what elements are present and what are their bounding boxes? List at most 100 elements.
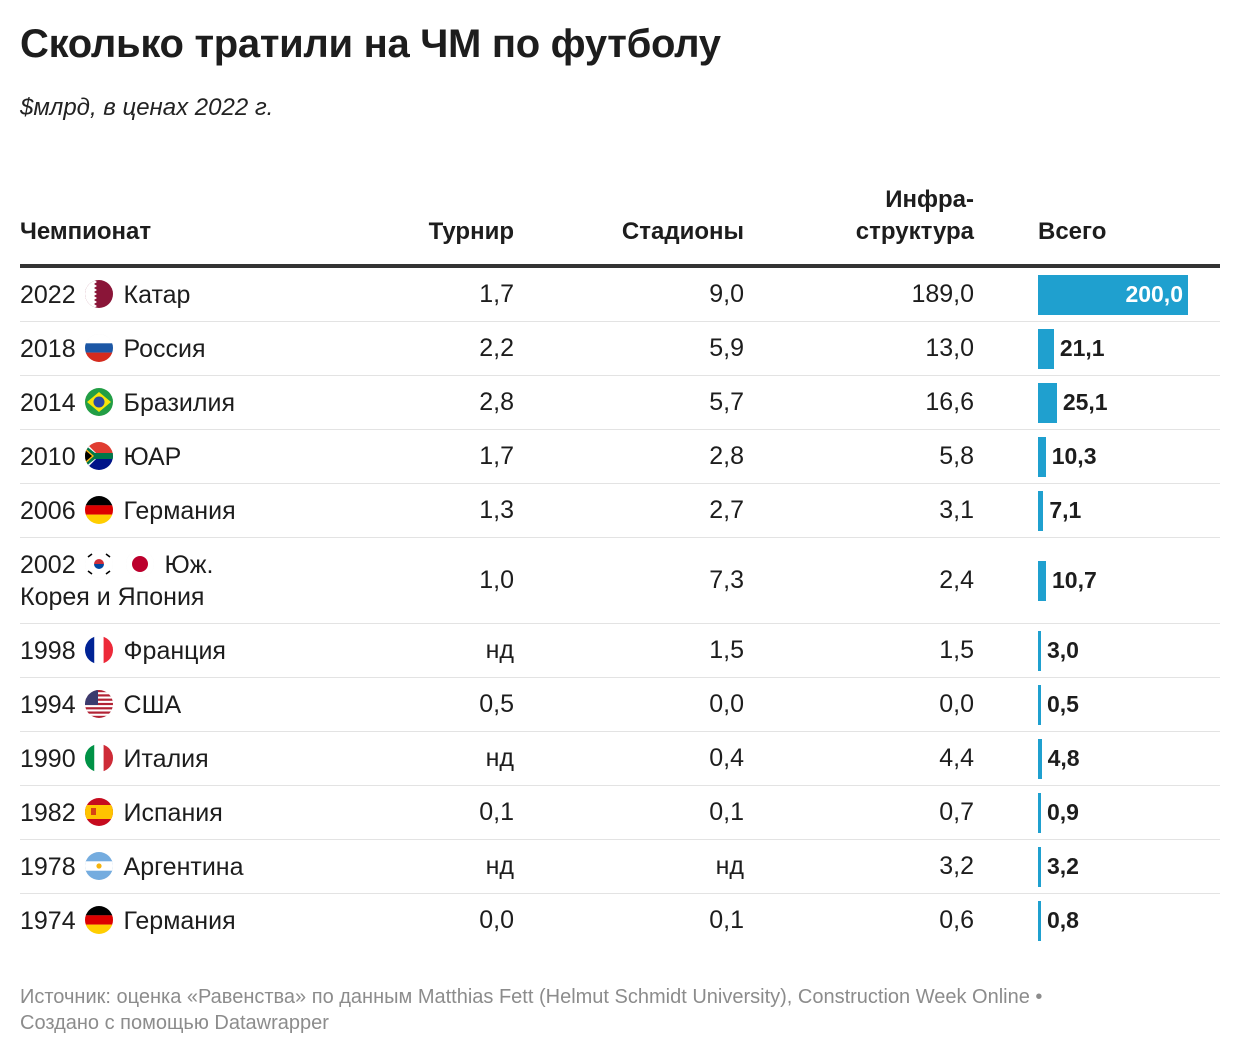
table-row: 2018 Россия 2,2 5,9 13,0 21,1 bbox=[20, 322, 1220, 376]
infrastructure-cost: 3,2 bbox=[939, 852, 974, 880]
source-note: Источник: оценка «Равенства» по данным M… bbox=[20, 986, 1043, 1008]
year: 2022 bbox=[20, 280, 76, 309]
credit-note: Создано с помощью Datawrapper bbox=[20, 1012, 329, 1034]
table-row: 2006 Германия 1,3 2,7 3,1 7,1 bbox=[20, 484, 1220, 538]
stadiums-cost: 2,7 bbox=[709, 496, 744, 524]
year: 2002 bbox=[20, 550, 76, 579]
stadiums-cost: 9,0 bbox=[709, 280, 744, 308]
infrastructure-cost: 4,4 bbox=[939, 744, 974, 772]
total-cell: 25,1 bbox=[1038, 376, 1220, 429]
year: 1982 bbox=[20, 798, 76, 827]
germany-flag-icon bbox=[84, 905, 113, 934]
table-header: Чемпионат Турнир Стадионы Инфра- структу… bbox=[20, 180, 1220, 268]
stadiums-cost: 0,4 bbox=[709, 744, 744, 772]
tournament-cost: 0,1 bbox=[479, 798, 514, 826]
stadiums-cost: 1,5 bbox=[709, 636, 744, 664]
header-championship: Чемпионат bbox=[20, 218, 152, 245]
total-bar bbox=[1038, 900, 1041, 941]
total-cell: 21,1 bbox=[1038, 322, 1220, 375]
total-value: 4,8 bbox=[1047, 745, 1080, 771]
championship-label: 1990 Италия bbox=[20, 743, 209, 775]
header-total: Всего bbox=[1038, 218, 1107, 245]
table-row: 1982 Испания 0,1 0,1 0,7 0,9 bbox=[20, 786, 1220, 840]
total-cell: 3,0 bbox=[1038, 624, 1220, 677]
championship-cell: 1990 Италия bbox=[20, 732, 260, 785]
championship-cell: 2018 Россия bbox=[20, 322, 260, 375]
country: Бразилия bbox=[123, 388, 235, 417]
table-row: 1990 Италия нд 0,4 4,4 4,8 bbox=[20, 732, 1220, 786]
infrastructure-cost: 3,1 bbox=[939, 496, 974, 524]
championship-label: 1998 Франция bbox=[20, 635, 226, 667]
header-stadiums: Стадионы bbox=[621, 218, 744, 245]
championship-label: 1994 США bbox=[20, 689, 181, 721]
russia-flag-icon bbox=[84, 333, 113, 362]
infrastructure-cost: 0,6 bbox=[939, 906, 974, 934]
stadiums-cost: 7,3 bbox=[709, 566, 744, 594]
total-value: 3,2 bbox=[1047, 853, 1079, 879]
south-africa-flag-icon bbox=[84, 441, 113, 470]
table-row: 2022 Катар 1,7 9,0 189,0 200,0 bbox=[20, 268, 1220, 322]
stadiums-cost: нд bbox=[715, 852, 744, 880]
total-bar bbox=[1038, 328, 1054, 369]
country: Россия bbox=[123, 334, 206, 363]
infrastructure-cost: 2,4 bbox=[939, 566, 974, 594]
country: Катар bbox=[123, 280, 191, 309]
spain-flag-icon bbox=[84, 797, 113, 826]
total-value: 21,1 bbox=[1059, 335, 1105, 361]
championship-label: 1974 Германия bbox=[20, 905, 236, 937]
table-body: 2022 Катар 1,7 9,0 189,0 200,0 2018 Россия 2,2… bbox=[20, 268, 1220, 947]
tournament-cost: 1,7 bbox=[479, 280, 514, 308]
total-value: 0,9 bbox=[1047, 799, 1079, 825]
country: Испания bbox=[123, 798, 223, 827]
total-cell: 10,7 bbox=[1038, 538, 1220, 623]
total-cell: 0,9 bbox=[1038, 786, 1220, 839]
table-row: 1978 Аргентина нд нд 3,2 3,2 bbox=[20, 840, 1220, 894]
championship-cell: 2002 Юж. Корея и Япония bbox=[20, 538, 260, 623]
total-cell: 3,2 bbox=[1038, 840, 1220, 893]
stadiums-cost: 5,9 bbox=[709, 334, 744, 362]
stadiums-cost: 0,1 bbox=[709, 798, 744, 826]
argentina-flag-icon bbox=[84, 851, 113, 880]
total-bar bbox=[1038, 490, 1044, 531]
stadiums-cost: 5,7 bbox=[709, 388, 744, 416]
championship-cell: 1994 США bbox=[20, 678, 260, 731]
infrastructure-cost: 13,0 bbox=[925, 334, 974, 362]
table-row: 1974 Германия 0,0 0,1 0,6 0,8 bbox=[20, 894, 1220, 947]
total-value: 25,1 bbox=[1062, 389, 1108, 415]
chart-subtitle: $млрд, в ценах 2022 г. bbox=[20, 94, 274, 121]
total-value: 10,7 bbox=[1052, 567, 1097, 593]
year: 2018 bbox=[20, 334, 76, 363]
infrastructure-cost: 0,0 bbox=[939, 690, 974, 718]
championship-label: 2002 Юж. Корея и Япония bbox=[20, 549, 260, 613]
tournament-cost: 0,0 bbox=[479, 906, 514, 934]
footer: Источник: оценка «Равенства» по данным M… bbox=[20, 984, 1220, 1036]
tournament-cost: 0,5 bbox=[479, 690, 514, 718]
championship-cell: 2006 Германия bbox=[20, 484, 260, 537]
chart-title: Сколько тратили на ЧМ по футболу bbox=[20, 22, 721, 66]
header-infrastructure-line1: Инфра- bbox=[885, 186, 974, 213]
championship-label: 2010 ЮАР bbox=[20, 441, 181, 473]
year: 2010 bbox=[20, 442, 76, 471]
infrastructure-cost: 16,6 bbox=[925, 388, 974, 416]
header-tournament: Турнир bbox=[428, 218, 514, 245]
country: Германия bbox=[123, 906, 236, 935]
table-row: 2010 ЮАР 1,7 2,8 5,8 10,3 bbox=[20, 430, 1220, 484]
total-cell: 0,8 bbox=[1038, 894, 1220, 947]
championship-label: 2018 Россия bbox=[20, 333, 206, 365]
table-row: 2002 Юж. Корея и Япония 1,0 7,3 2,4 10,7 bbox=[20, 538, 1220, 624]
total-value: 7,1 bbox=[1049, 497, 1082, 523]
championship-cell: 2010 ЮАР bbox=[20, 430, 260, 483]
japan-flag-icon bbox=[125, 549, 154, 578]
tournament-cost: нд bbox=[485, 636, 514, 664]
total-value: 0,8 bbox=[1047, 907, 1079, 933]
championship-label: 2022 Катар bbox=[20, 279, 190, 311]
total-bar bbox=[1038, 436, 1046, 477]
total-value: 200,0 bbox=[1125, 281, 1183, 307]
total-bar bbox=[1038, 846, 1041, 887]
championship-label: 1982 Испания bbox=[20, 797, 223, 829]
table-row: 2014 Бразилия 2,8 5,7 16,6 25,1 bbox=[20, 376, 1220, 430]
table-row: 1998 Франция нд 1,5 1,5 3,0 bbox=[20, 624, 1220, 678]
year: 1978 bbox=[20, 852, 76, 881]
country: ЮАР bbox=[123, 442, 182, 471]
championship-cell: 1998 Франция bbox=[20, 624, 260, 677]
